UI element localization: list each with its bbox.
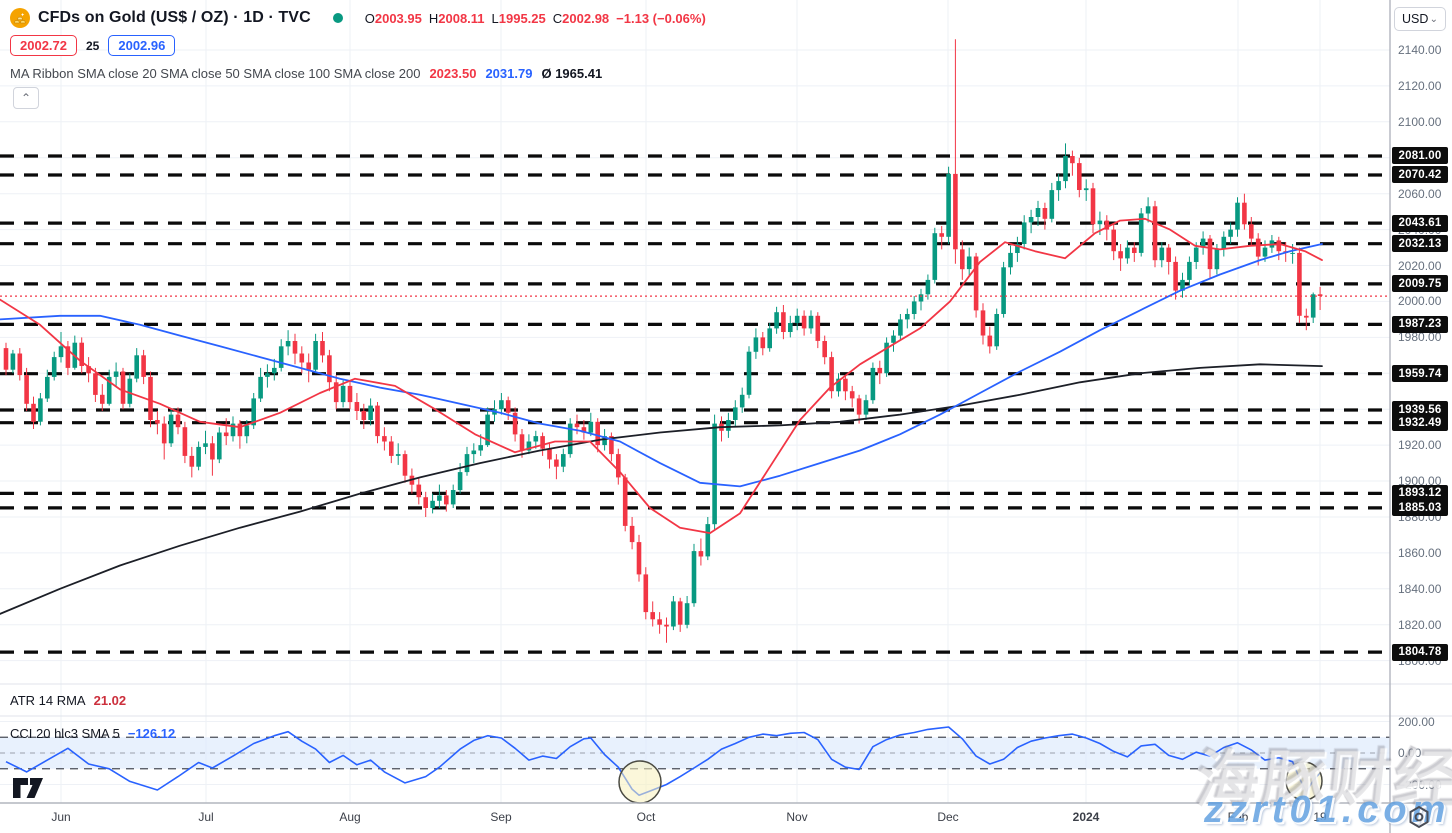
time-axis-label: Dec bbox=[937, 810, 959, 824]
time-axis-label: Oct bbox=[636, 810, 656, 824]
gold-symbol-icon bbox=[10, 8, 30, 28]
spread-value: 25 bbox=[86, 38, 100, 53]
price-tick-label: 2020.00 bbox=[1398, 258, 1442, 273]
low-value: 1995.25 bbox=[498, 10, 546, 26]
symbol-header: CFDs on Gold (US$ / OZ) · 1D · TVC O2003… bbox=[10, 8, 706, 28]
time-axis-label: Sep bbox=[490, 810, 512, 824]
time-axis-label: 19 bbox=[1313, 810, 1327, 824]
cci-tick-label: 200.00 bbox=[1398, 714, 1435, 729]
time-axis-label: Feb bbox=[1227, 810, 1249, 824]
tradingview-logo[interactable] bbox=[12, 776, 54, 800]
price-level-badge[interactable]: 1959.74 bbox=[1392, 365, 1448, 383]
chevron-down-icon: ⌄ bbox=[1429, 13, 1438, 25]
ma-ribbon-legend[interactable]: MA Ribbon SMA close 20 SMA close 50 SMA … bbox=[10, 66, 602, 81]
sell-button[interactable]: 2002.72 bbox=[10, 35, 77, 56]
price-level-badge[interactable]: 2081.00 bbox=[1392, 147, 1448, 165]
open-label: O bbox=[364, 10, 375, 26]
cci-label: CCI 20 hlc3 SMA 5 bbox=[10, 726, 120, 741]
price-tick-label: 1820.00 bbox=[1398, 617, 1442, 632]
chevron-up-icon: ⌃ bbox=[20, 91, 32, 105]
price-level-badge[interactable]: 2032.13 bbox=[1392, 235, 1448, 253]
price-level-badge[interactable]: 1804.78 bbox=[1392, 643, 1448, 661]
change-value: −1.13 (−0.06%) bbox=[616, 10, 706, 26]
price-level-badge[interactable]: 1987.23 bbox=[1392, 315, 1448, 333]
currency-dropdown[interactable]: USD ⌄ bbox=[1394, 7, 1446, 31]
price-tick-label: 2140.00 bbox=[1398, 43, 1442, 57]
price-level-badge[interactable]: 1893.12 bbox=[1392, 484, 1448, 502]
ma20-value: 2023.50 bbox=[429, 66, 477, 81]
price-level-badge[interactable]: 1885.03 bbox=[1392, 499, 1448, 517]
price-tick-label: 1900.00 bbox=[1398, 474, 1442, 489]
price-tick-label: 1840.00 bbox=[1398, 581, 1442, 596]
buy-button[interactable]: 2002.96 bbox=[108, 35, 176, 56]
cci-value: −126.12 bbox=[127, 726, 176, 741]
close-label: C bbox=[552, 10, 563, 26]
atr-label: ATR 14 RMA bbox=[10, 693, 86, 708]
collapse-legend-button[interactable]: ⌃ bbox=[13, 87, 39, 109]
ohlc-values: O2003.95 H2008.11 L1995.25 C2002.98 −1.1… bbox=[365, 11, 706, 26]
high-value: 2008.11 bbox=[438, 10, 485, 26]
time-axis-label: Jul bbox=[198, 810, 214, 824]
cci-pane-legend[interactable]: CCI 20 hlc3 SMA 5 −126.12 bbox=[10, 726, 175, 741]
time-axis-label: Nov bbox=[786, 810, 808, 824]
time-axis-label: Aug bbox=[339, 810, 361, 824]
price-level-badge[interactable]: 2009.75 bbox=[1392, 275, 1448, 293]
hexagon-settings-icon[interactable] bbox=[1406, 804, 1432, 830]
bid-ask-row: 2002.72 25 2002.96 bbox=[10, 35, 176, 56]
cci-tick-label: −200.00 bbox=[1398, 777, 1442, 792]
ma50-value: 2031.79 bbox=[485, 66, 533, 81]
open-value: 2003.95 bbox=[374, 10, 422, 26]
price-tick-label: 1860.00 bbox=[1398, 545, 1442, 560]
price-tick-label: 2120.00 bbox=[1398, 78, 1442, 93]
ma-ribbon-label: MA Ribbon SMA close 20 SMA close 50 SMA … bbox=[10, 66, 421, 81]
price-tick-label: 1920.00 bbox=[1398, 438, 1442, 453]
price-level-badge[interactable]: 2070.42 bbox=[1392, 166, 1448, 184]
cci-tick-label: 0.00 bbox=[1398, 746, 1422, 760]
price-tick-label: 2060.00 bbox=[1398, 186, 1442, 201]
high-label: H bbox=[428, 10, 439, 26]
time-axis-label: 2024 bbox=[1072, 810, 1100, 824]
atr-pane-legend[interactable]: ATR 14 RMA 21.02 bbox=[10, 693, 126, 708]
time-axis-label: Jun bbox=[51, 810, 71, 824]
low-label: L bbox=[491, 10, 499, 26]
market-status-dot[interactable] bbox=[332, 13, 343, 23]
price-tick-label: 1980.00 bbox=[1398, 330, 1442, 345]
ma-average: Ø 1965.41 bbox=[541, 66, 603, 81]
price-tick-label: 2000.00 bbox=[1398, 294, 1442, 309]
price-level-badge[interactable]: 1932.49 bbox=[1392, 414, 1448, 432]
atr-value: 21.02 bbox=[93, 693, 127, 708]
symbol-title[interactable]: CFDs on Gold (US$ / OZ) · 1D · TVC bbox=[38, 9, 311, 26]
close-value: 2002.98 bbox=[562, 10, 610, 26]
currency-value: USD bbox=[1402, 12, 1429, 26]
price-level-badge[interactable]: 2043.61 bbox=[1392, 214, 1448, 232]
price-tick-label: 2100.00 bbox=[1398, 114, 1442, 129]
